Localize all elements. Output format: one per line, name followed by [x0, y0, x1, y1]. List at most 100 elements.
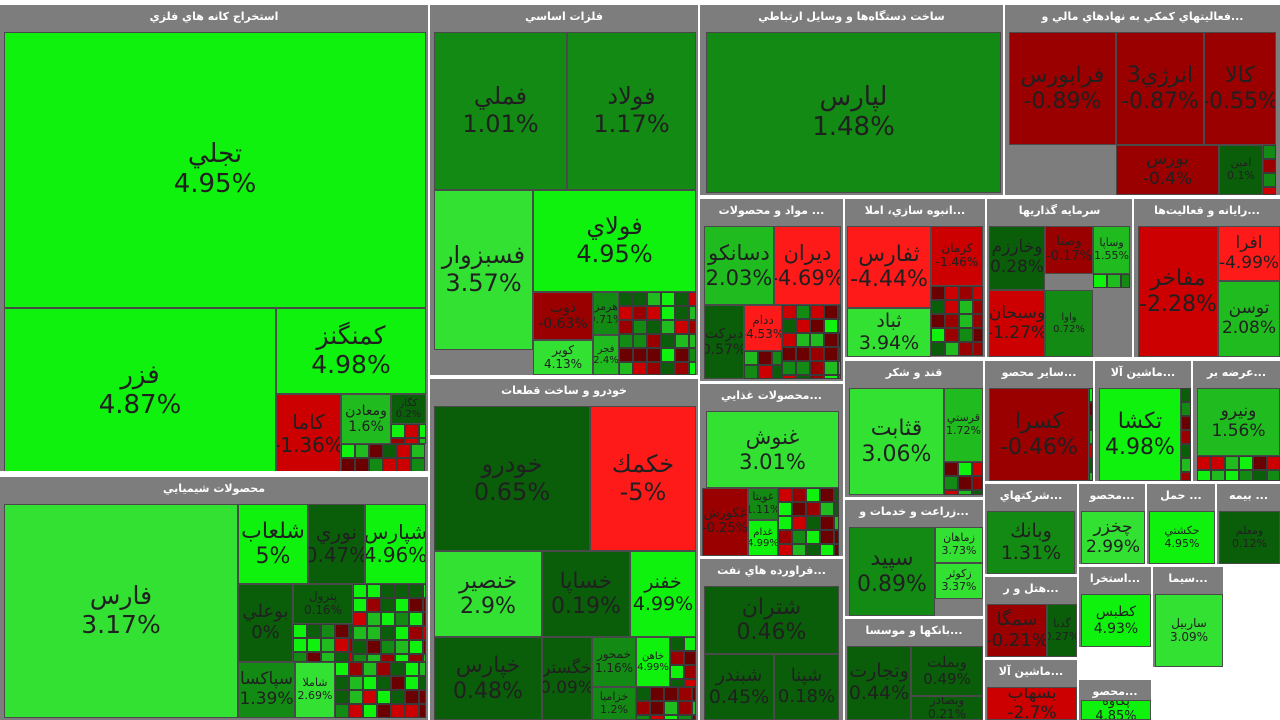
stock-tile[interactable]: كسرا -0.46%	[989, 388, 1089, 481]
minor-stock-tile[interactable]	[972, 476, 983, 490]
minor-stock-tile[interactable]	[355, 458, 369, 471]
minor-stock-tile[interactable]	[959, 314, 973, 328]
minor-stock-tile[interactable]	[973, 314, 983, 328]
minor-stock-tile[interactable]	[307, 652, 321, 662]
minor-stock-tile[interactable]	[689, 362, 696, 375]
minor-stock-tile[interactable]	[824, 319, 838, 333]
minor-stock-tile[interactable]	[633, 334, 647, 348]
stock-tile[interactable]: فسبزوار 3.57%	[434, 190, 533, 350]
sector-title[interactable]: ...ماشين آلا	[998, 665, 1064, 678]
stock-tile[interactable]: قثابت 3.06%	[849, 388, 944, 495]
minor-stock-tile[interactable]	[670, 665, 684, 679]
minor-stock-tile[interactable]	[321, 624, 335, 638]
minor-stock-tile[interactable]	[405, 438, 419, 444]
minor-stock-tile[interactable]	[1211, 470, 1225, 481]
stock-tile[interactable]: زماهان 3.73%	[935, 527, 983, 563]
minor-stock-tile[interactable]	[744, 351, 758, 365]
minor-stock-tile[interactable]	[391, 676, 405, 690]
stock-tile[interactable]: وسبحان -1.27%	[989, 290, 1045, 357]
minor-stock-tile[interactable]	[335, 662, 349, 676]
minor-stock-tile[interactable]	[1089, 472, 1093, 481]
minor-stock-tile[interactable]	[369, 458, 383, 471]
minor-stock-tile[interactable]	[810, 319, 824, 333]
minor-stock-tile[interactable]	[834, 516, 839, 530]
minor-stock-tile[interactable]	[670, 637, 684, 651]
minor-stock-tile[interactable]	[383, 444, 397, 458]
stock-tile[interactable]: بسهاب -2.7%	[987, 687, 1077, 720]
minor-stock-tile[interactable]	[810, 333, 824, 347]
minor-stock-tile[interactable]	[633, 362, 647, 375]
stock-tile[interactable]: بورس -0.4%	[1116, 145, 1219, 195]
minor-stock-tile[interactable]	[419, 690, 426, 704]
minor-stock-tile[interactable]	[349, 638, 353, 652]
minor-stock-tile[interactable]	[1089, 458, 1093, 472]
minor-stock-tile[interactable]	[650, 687, 664, 701]
minor-stock-tile[interactable]	[972, 462, 983, 476]
minor-stock-tile[interactable]	[1093, 274, 1107, 288]
minor-stock-tile[interactable]	[684, 651, 696, 665]
sector-title[interactable]: ...رايانه و فعاليت‌ها	[1154, 204, 1260, 217]
minor-stock-tile[interactable]	[778, 544, 792, 556]
minor-stock-tile[interactable]	[423, 598, 426, 612]
minor-stock-tile[interactable]	[782, 305, 796, 319]
minor-stock-tile[interactable]	[395, 612, 409, 626]
minor-stock-tile[interactable]	[377, 676, 391, 690]
stock-tile[interactable]: خاهن 4.99%	[636, 637, 670, 687]
minor-stock-tile[interactable]	[944, 490, 958, 495]
stock-tile[interactable]: شاملا 2.69%	[295, 662, 335, 718]
stock-tile[interactable]: خفنر 4.99%	[630, 551, 696, 637]
minor-stock-tile[interactable]	[675, 334, 689, 348]
minor-stock-tile[interactable]	[1089, 388, 1093, 402]
stock-tile[interactable]: لپارس 1.48%	[706, 32, 1001, 193]
stock-tile[interactable]: ذوب -0.63%	[533, 292, 593, 340]
minor-stock-tile[interactable]	[758, 365, 772, 379]
minor-stock-tile[interactable]	[419, 662, 426, 676]
stock-tile[interactable]: امين 0.1%	[1219, 145, 1263, 195]
minor-stock-tile[interactable]	[619, 334, 633, 348]
sector-title[interactable]: ...انبوه سازي، املا	[864, 204, 966, 217]
minor-stock-tile[interactable]	[661, 348, 675, 362]
sector-title[interactable]: ...محصو	[1092, 685, 1138, 698]
minor-stock-tile[interactable]	[810, 347, 824, 361]
minor-stock-tile[interactable]	[419, 676, 426, 690]
minor-stock-tile[interactable]	[419, 704, 426, 718]
minor-stock-tile[interactable]	[377, 690, 391, 704]
sector-title[interactable]: ... بيمه	[1228, 489, 1269, 502]
minor-stock-tile[interactable]	[838, 319, 841, 333]
minor-stock-tile[interactable]	[307, 638, 321, 652]
minor-stock-tile[interactable]	[650, 715, 664, 720]
stock-tile[interactable]: تكشا 4.98%	[1099, 388, 1181, 481]
minor-stock-tile[interactable]	[395, 598, 409, 612]
minor-stock-tile[interactable]	[758, 351, 772, 365]
minor-stock-tile[interactable]	[409, 612, 423, 626]
sector-title[interactable]: ... حمل	[1160, 489, 1202, 502]
minor-stock-tile[interactable]	[391, 424, 405, 438]
minor-stock-tile[interactable]	[353, 640, 367, 654]
minor-stock-tile[interactable]	[321, 652, 335, 662]
stock-tile[interactable]: دسانكو 2.03%	[704, 226, 774, 305]
minor-stock-tile[interactable]	[335, 704, 349, 718]
minor-stock-tile[interactable]	[689, 320, 696, 334]
minor-stock-tile[interactable]	[931, 328, 945, 342]
minor-stock-tile[interactable]	[353, 598, 367, 612]
minor-stock-tile[interactable]	[1253, 456, 1267, 470]
minor-stock-tile[interactable]	[664, 701, 678, 715]
minor-stock-tile[interactable]	[1181, 444, 1191, 458]
minor-stock-tile[interactable]	[782, 375, 796, 379]
stock-tile[interactable]: ومعادن 1.6%	[341, 394, 391, 444]
minor-stock-tile[interactable]	[633, 320, 647, 334]
minor-stock-tile[interactable]	[1263, 187, 1276, 195]
minor-stock-tile[interactable]	[349, 690, 363, 704]
minor-stock-tile[interactable]	[824, 305, 838, 319]
minor-stock-tile[interactable]	[349, 652, 353, 662]
minor-stock-tile[interactable]	[958, 462, 972, 476]
minor-stock-tile[interactable]	[959, 342, 973, 356]
minor-stock-tile[interactable]	[838, 333, 841, 347]
stock-tile[interactable]: سمگا -0.21%	[987, 604, 1047, 657]
minor-stock-tile[interactable]	[959, 328, 973, 342]
minor-stock-tile[interactable]	[824, 347, 838, 361]
minor-stock-tile[interactable]	[349, 624, 353, 638]
minor-stock-tile[interactable]	[293, 638, 307, 652]
minor-stock-tile[interactable]	[820, 516, 834, 530]
minor-stock-tile[interactable]	[405, 704, 419, 718]
